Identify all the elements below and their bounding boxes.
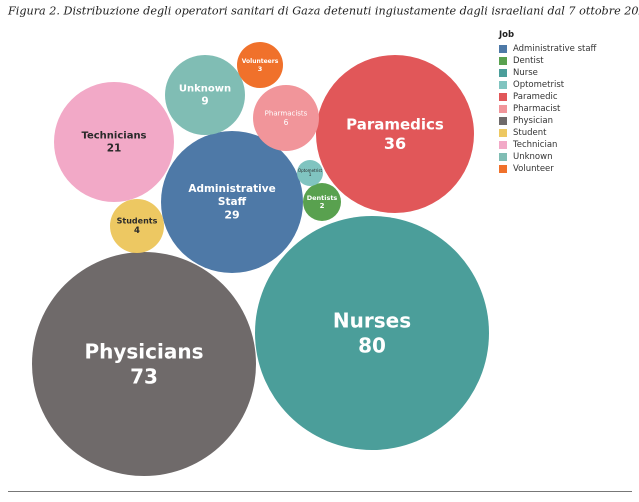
bubble-label-administrative-staff: Administrative (188, 183, 275, 195)
legend-swatch-volunteer (499, 165, 507, 173)
legend-item-paramedic: Paramedic (499, 92, 558, 102)
legend-label-unknown: Unknown (513, 152, 552, 162)
legend-swatch-unknown (499, 153, 507, 161)
legend-title: Job (498, 30, 514, 40)
bubble-chart: Nurses80Physicians73Paramedics36Administ… (32, 30, 598, 476)
legend-swatch-optometrist (499, 81, 507, 89)
bubble-label-pharmacist: Pharmacists (265, 110, 308, 118)
bubble-value-administrative-staff: 29 (224, 209, 239, 222)
legend-item-dentist: Dentist (499, 56, 544, 66)
legend-swatch-physician (499, 117, 507, 125)
legend-label-administrative-staff: Administrative staff (513, 44, 598, 54)
bubble-value-volunteer: 3 (258, 65, 263, 73)
bubble-label-unknown: Unknown (179, 83, 231, 94)
legend-item-student: Student (499, 128, 547, 138)
legend-swatch-paramedic (499, 93, 507, 101)
legend-label-pharmacist: Pharmacist (513, 104, 561, 114)
bubble-value-pharmacist: 6 (284, 118, 289, 127)
legend-label-technician: Technician (512, 140, 557, 150)
bottom-rule (8, 491, 632, 492)
legend-label-dentist: Dentist (513, 56, 544, 66)
legend-swatch-pharmacist (499, 105, 507, 113)
figure-caption-text: Figura 2. Distribuzione degli operatori … (8, 4, 639, 18)
bubble-label-volunteer: Volunteers (242, 58, 279, 65)
legend-label-physician: Physician (513, 116, 553, 126)
bubble-value-technician: 21 (107, 142, 122, 154)
figure-caption: Figura 2. Distribuzione degli operatori … (8, 4, 639, 18)
legend-item-optometrist: Optometrist (499, 80, 565, 90)
bubble-label-student: Students (117, 217, 158, 226)
legend-item-nurse: Nurse (499, 68, 538, 78)
bubble-circle-optometrist (297, 160, 323, 186)
bubble-label-nurse: Nurses (333, 309, 411, 333)
bubble-circle-student (110, 199, 164, 253)
bubble-value-dentist: 2 (320, 202, 325, 210)
legend-swatch-student (499, 129, 507, 137)
bubble-circle-dentist (303, 183, 341, 221)
bubble-label-technician: Technicians (81, 130, 146, 141)
bubble-value-student: 4 (134, 226, 140, 236)
legend-label-student: Student (513, 128, 547, 138)
legend-item-pharmacist: Pharmacist (499, 104, 561, 114)
legend-label-optometrist: Optometrist (513, 80, 565, 90)
legend-item-unknown: Unknown (499, 152, 552, 162)
bubble-value-physician: 73 (130, 365, 158, 389)
bubble-label-dentist: Dentists (307, 194, 338, 202)
bubble-circle-paramedic (316, 55, 474, 213)
bubble-label-paramedic: Paramedics (346, 116, 444, 134)
bubbles-layer: Nurses80Physicians73Paramedics36Administ… (32, 42, 489, 476)
legend-label-nurse: Nurse (513, 68, 538, 78)
bubble-value-unknown: 9 (201, 95, 208, 107)
bubble-label-administrative-staff: Staff (218, 196, 247, 208)
bubble-circle-unknown (165, 55, 245, 135)
legend-swatch-dentist (499, 57, 507, 65)
legend-item-administrative-staff: Administrative staff (499, 44, 598, 54)
legend-swatch-nurse (499, 69, 507, 77)
bubble-value-nurse: 80 (358, 334, 386, 358)
bubble-value-optometrist: 1 (309, 172, 312, 178)
legend-item-physician: Physician (499, 116, 553, 126)
legend-label-paramedic: Paramedic (513, 92, 558, 102)
bubble-circle-nurse (255, 216, 489, 450)
bubble-circle-technician (54, 82, 174, 202)
legend-swatch-technician (499, 141, 507, 149)
legend: Job Administrative staff Dentist Nurse Optom… (498, 30, 598, 174)
bubble-circle-volunteer (237, 42, 283, 88)
legend-item-technician: Technician (499, 140, 557, 150)
bubble-label-physician: Physicians (84, 340, 203, 364)
bubble-label-optometrist: Optometrist (298, 168, 322, 173)
bubble-value-paramedic: 36 (384, 134, 406, 153)
bubble-circle-administrative-staff (161, 131, 303, 273)
legend-swatch-administrative-staff (499, 45, 507, 53)
legend-label-volunteer: Volunteer (513, 164, 554, 174)
bubble-circle-pharmacist (253, 85, 319, 151)
bubble-circle-physician (32, 252, 256, 476)
legend-item-volunteer: Volunteer (499, 164, 554, 174)
